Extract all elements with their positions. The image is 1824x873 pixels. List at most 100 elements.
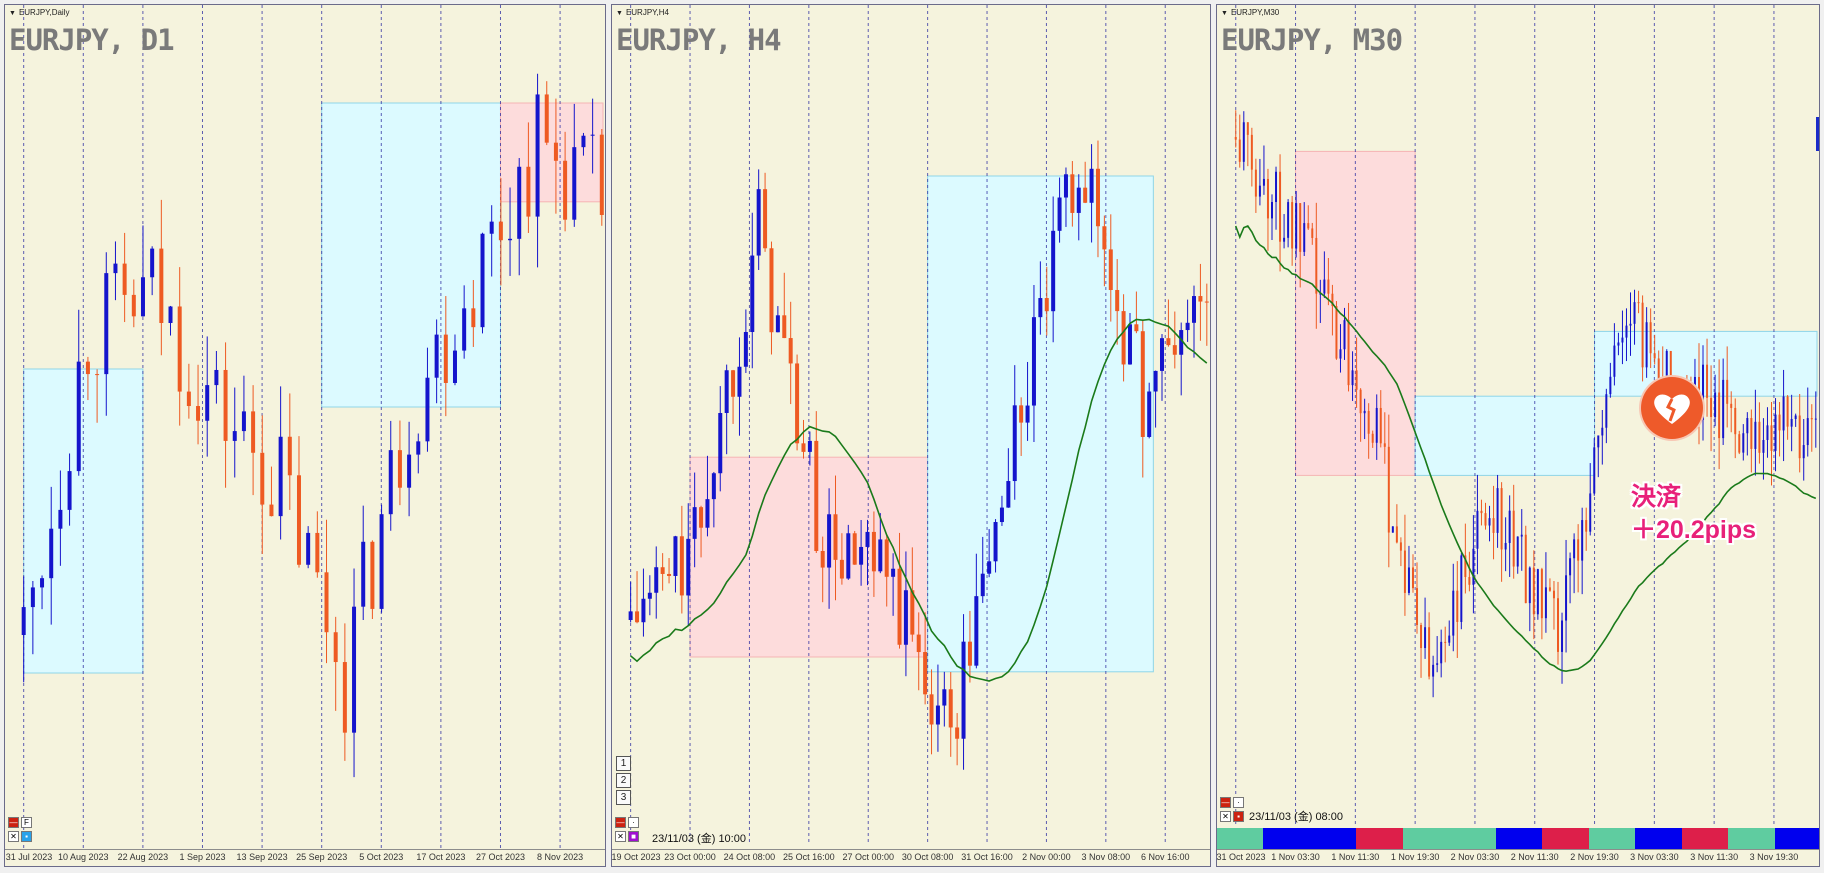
bear-candle bbox=[635, 611, 640, 623]
bull-candle bbox=[1593, 447, 1596, 494]
bear-candle bbox=[1315, 237, 1318, 294]
chart-plot-m30[interactable] bbox=[1217, 5, 1820, 867]
dropdown-triangle-icon[interactable]: ▼ bbox=[616, 10, 623, 17]
bull-candle bbox=[1287, 202, 1290, 238]
bull-candle bbox=[974, 596, 979, 666]
bull-candle bbox=[30, 587, 35, 608]
bear-candle bbox=[599, 134, 604, 215]
f-button[interactable]: F bbox=[21, 817, 32, 828]
bull-candle bbox=[1814, 418, 1817, 420]
bear-candle bbox=[1331, 293, 1334, 307]
x-tick-label: 3 Nov 03:30 bbox=[1630, 852, 1679, 862]
moving-average-line bbox=[630, 318, 1208, 682]
dropdown-triangle-icon[interactable]: ▼ bbox=[9, 10, 16, 17]
bull-candle bbox=[1565, 575, 1568, 621]
bull-candle bbox=[352, 606, 357, 733]
x-tick-label: 1 Nov 11:30 bbox=[1331, 852, 1380, 862]
bull-candle bbox=[1722, 379, 1725, 439]
bull-candle bbox=[628, 611, 633, 620]
bull-candle bbox=[1742, 433, 1745, 453]
bear-candle bbox=[833, 514, 838, 560]
bear-candle bbox=[1108, 249, 1113, 291]
bull-candle bbox=[1063, 174, 1068, 198]
bull-candle bbox=[1089, 168, 1094, 203]
dot-button[interactable]: · bbox=[1233, 797, 1244, 808]
zone-supply bbox=[499, 102, 604, 203]
bull-candle bbox=[572, 147, 577, 220]
bear-candle bbox=[884, 539, 889, 577]
bear-candle bbox=[131, 294, 136, 317]
bull-candle bbox=[1609, 376, 1612, 395]
bear-candle bbox=[1585, 520, 1588, 532]
bear-candle bbox=[1420, 625, 1423, 649]
bear-candle bbox=[1134, 324, 1139, 332]
bull-candle bbox=[76, 361, 81, 472]
bear-candle bbox=[1411, 567, 1414, 589]
bull-candle bbox=[1806, 418, 1809, 446]
bull-candle bbox=[878, 539, 883, 572]
bear-candle bbox=[910, 590, 915, 635]
bull-candle bbox=[1601, 427, 1604, 436]
bull-candle bbox=[590, 134, 595, 136]
color-square-icon[interactable]: ▪ bbox=[21, 831, 32, 842]
shortcut-button-1[interactable]: 1 bbox=[616, 756, 631, 771]
mini-title-text: EURJPY,Daily bbox=[18, 8, 70, 17]
bull-candle bbox=[434, 334, 439, 378]
chart-panel-daily[interactable]: ▼ EURJPY,Daily EURJPY, D1 — F ✕ ▪ 31 Jul … bbox=[4, 4, 606, 867]
bull-candle bbox=[705, 499, 710, 528]
bull-candle bbox=[1262, 178, 1265, 186]
bear-candle bbox=[788, 338, 793, 364]
bear-candle bbox=[801, 443, 806, 452]
bull-candle bbox=[416, 441, 421, 455]
dropdown-triangle-icon[interactable]: ▼ bbox=[1221, 10, 1228, 17]
bear-candle bbox=[820, 550, 825, 568]
chart-panel-h4[interactable]: ▼ EURJPY,H4 EURJPY, H4 1 2 3 — · ✕ ■ 23/1… bbox=[611, 4, 1211, 867]
bear-candle bbox=[852, 533, 857, 565]
x-tick-label: 17 Oct 2023 bbox=[416, 852, 466, 862]
bear-candle bbox=[667, 573, 672, 576]
bear-candle bbox=[1512, 510, 1515, 567]
bear-candle bbox=[1367, 410, 1370, 434]
bull-candle bbox=[1504, 542, 1507, 550]
bull-candle bbox=[1472, 548, 1475, 585]
bear-candle bbox=[955, 727, 960, 739]
x-tick-label: 1 Sep 2023 bbox=[179, 852, 226, 862]
x-tick-label: 25 Sep 2023 bbox=[296, 852, 348, 862]
shortcut-button-3[interactable]: 3 bbox=[616, 790, 631, 805]
minus-icon[interactable]: — bbox=[615, 817, 626, 828]
bear-candle bbox=[1299, 203, 1302, 252]
dot-button[interactable]: · bbox=[628, 817, 639, 828]
bull-candle bbox=[113, 263, 118, 274]
bull-candle bbox=[1794, 415, 1797, 419]
bull-candle bbox=[452, 350, 457, 383]
bull-candle bbox=[1006, 481, 1011, 508]
close-icon[interactable]: ✕ bbox=[615, 831, 626, 842]
bear-candle bbox=[1238, 139, 1241, 162]
shortcut-button-2[interactable]: 2 bbox=[616, 773, 631, 788]
chart-plot-h4[interactable] bbox=[612, 5, 1211, 867]
bull-candle bbox=[306, 532, 311, 565]
close-icon[interactable]: ✕ bbox=[8, 831, 19, 842]
bear-candle bbox=[342, 662, 347, 733]
x-tick-label: 5 Oct 2023 bbox=[359, 852, 404, 862]
chart-panel-m30[interactable]: ▼ EURJPY,M30 EURJPY, M30 — · ✕ ▪ 23/11/03… bbox=[1216, 4, 1820, 867]
bull-candle bbox=[1516, 536, 1519, 567]
bear-candle bbox=[1810, 418, 1813, 420]
mini-title-text: EURJPY,H4 bbox=[625, 8, 669, 17]
minus-icon[interactable]: — bbox=[8, 817, 19, 828]
bull-candle bbox=[756, 189, 761, 256]
bull-candle bbox=[388, 450, 393, 515]
chart-plot-daily[interactable] bbox=[5, 5, 606, 867]
bull-candle bbox=[673, 536, 678, 576]
bear-candle bbox=[731, 370, 736, 397]
bear-candle bbox=[1102, 226, 1107, 250]
signal-segment bbox=[1217, 828, 1265, 850]
color-square-icon[interactable]: ▪ bbox=[1233, 811, 1244, 822]
bull-candle bbox=[1544, 587, 1547, 619]
color-square-icon[interactable]: ■ bbox=[628, 831, 639, 842]
bull-candle bbox=[1569, 558, 1572, 576]
close-icon[interactable]: ✕ bbox=[1220, 811, 1231, 822]
bull-candle bbox=[1031, 317, 1036, 406]
minus-icon[interactable]: — bbox=[1220, 797, 1231, 808]
mini-title-text: EURJPY,M30 bbox=[1230, 8, 1280, 17]
